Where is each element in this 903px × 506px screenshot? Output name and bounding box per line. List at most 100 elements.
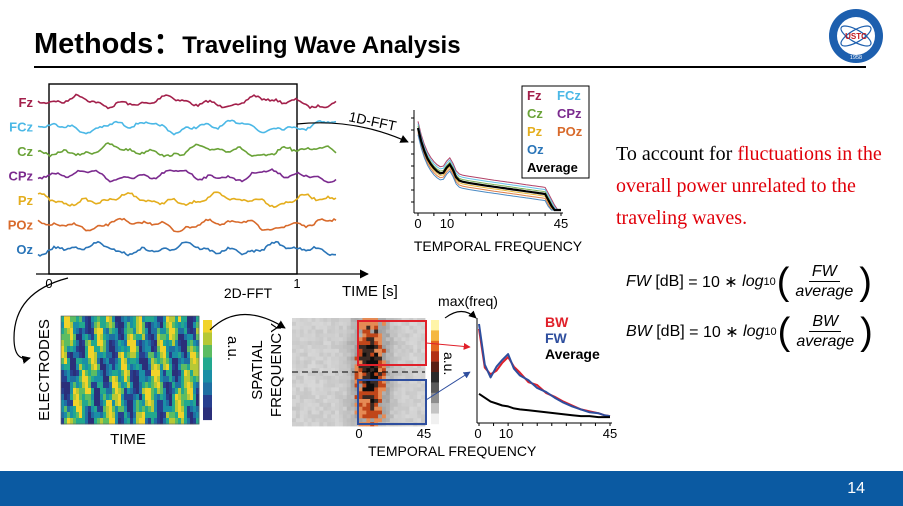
spectrum2d-heatmap-cell xyxy=(381,321,387,327)
electrode-heatmap-cell xyxy=(118,388,122,395)
spectrum2d-heatmap-cell xyxy=(366,352,371,357)
electrode-heatmap-cell xyxy=(61,322,65,329)
electrode-heatmap-cell xyxy=(109,346,113,353)
spectrum1d-tick-0: 0 xyxy=(414,216,421,231)
spectrum2d-heatmap-cell xyxy=(417,395,422,400)
spectrum2d-heatmap-cell xyxy=(358,402,363,408)
spectrum2d-heatmap-cell xyxy=(295,360,301,365)
spectrum2d-heatmap-cell xyxy=(405,360,410,365)
spectrum2d-heatmap-cell xyxy=(335,329,340,334)
spectrum2d-heatmap-cell xyxy=(366,410,371,415)
electrode-heatmap-cell xyxy=(169,382,173,389)
spectrum2d-heatmap-cell xyxy=(303,387,309,392)
spectrum2d-heatmap-cell xyxy=(338,372,344,377)
spectrum2d-heatmap-cell xyxy=(307,352,312,357)
electrode-heatmap-cell xyxy=(76,400,80,407)
electrode-heatmap-cell xyxy=(148,376,152,383)
electrode-heatmap-cell xyxy=(142,418,146,425)
spectrum1d-tick-10: 10 xyxy=(440,216,454,231)
spectrum2d-heatmap-cell xyxy=(389,341,395,346)
electrode-heatmap-cell xyxy=(124,376,128,383)
electrode-heatmap-cell xyxy=(190,370,194,377)
electrode-heatmap-cell xyxy=(73,370,77,377)
spectrum2d-heatmap-cell xyxy=(389,360,395,365)
electrode-heatmap-cell xyxy=(64,388,68,395)
bw-eq-equals: = 10 ∗ xyxy=(689,323,739,341)
electrode-heatmap-cell xyxy=(148,406,152,413)
spectrum2d-heatmap-cell xyxy=(378,391,383,396)
spectrum2d-heatmap-cell xyxy=(319,375,324,381)
electrode-heatmap-cell xyxy=(70,388,74,395)
spectrum2d-heatmap-cell xyxy=(362,410,367,415)
electrode-heatmap-cell xyxy=(109,358,113,365)
spectrum2d-heatmap-cell xyxy=(370,406,375,411)
spectrum2d-tick-0: 0 xyxy=(355,426,362,441)
electrode-heatmap-cell xyxy=(181,328,185,335)
electrode-heatmap-cell xyxy=(70,334,74,341)
chart-line-fw xyxy=(478,323,611,418)
spectrum2d-heatmap-cell xyxy=(342,364,348,369)
spectrum2d-heatmap-cell xyxy=(303,422,309,427)
electrode-heatmap-cell xyxy=(88,382,92,389)
spectrum2d-heatmap-cell xyxy=(389,387,395,392)
electrode-heatmap-cell xyxy=(97,412,101,419)
electrode-heatmap-cell xyxy=(154,334,158,341)
spectrum2d-heatmap-cell xyxy=(385,414,391,419)
electrode-heatmap-cell xyxy=(118,328,122,335)
electrode-heatmap-cell xyxy=(79,418,83,425)
spectrum2d-heatmap-cell xyxy=(374,379,379,384)
spectrum2d-heatmap-cell xyxy=(374,356,379,361)
electrode-heatmap-cell xyxy=(166,418,170,425)
spectrum2d-heatmap-cell xyxy=(303,410,309,415)
electrode-heatmap-cell xyxy=(64,322,68,329)
spectrum2d-heatmap-cell xyxy=(381,387,387,392)
electrode-heatmap-cell xyxy=(70,418,74,425)
electrode-heatmap-cell xyxy=(103,334,107,341)
electrode-heatmap-cell xyxy=(181,376,185,383)
notes-lead: To account for xyxy=(616,143,738,165)
electrode-heatmap-cell xyxy=(139,322,143,329)
spectrum2d-heatmap-cell xyxy=(299,410,305,415)
spectrum2d-heatmap-cell xyxy=(311,352,316,357)
electrode-heatmap-cell xyxy=(148,340,152,347)
electrode-heatmap-cell xyxy=(181,400,185,407)
spectrum2d-heatmap-cell xyxy=(292,387,297,392)
spectrum2d-heatmap-cell xyxy=(342,422,348,427)
electrode-heatmap-cell xyxy=(151,346,155,353)
electrode-heatmap-cell xyxy=(169,334,173,341)
eeg-trace-cz xyxy=(37,142,337,158)
spectrum2d-heatmap-cell xyxy=(346,418,352,423)
electrode-heatmap-cell xyxy=(94,358,98,365)
electrode-heatmap-cell xyxy=(160,340,164,347)
electrode-heatmap-cell xyxy=(184,358,188,365)
electrode-heatmap-cell xyxy=(130,394,134,401)
spectrum2d-heatmap-cell xyxy=(389,364,395,369)
spectrum2d-heatmap-cell xyxy=(421,368,426,373)
spectrum2d-heatmap-cell xyxy=(366,329,371,334)
spectrum1d-ticks xyxy=(411,117,562,216)
electrode-heatmap-cell xyxy=(121,418,125,425)
electrode-heatmap-cell xyxy=(136,400,140,407)
spectrum2d-heatmap-cell xyxy=(335,395,340,400)
electrode-heatmap-cell xyxy=(172,340,176,347)
spectrum2d-heatmap-cell xyxy=(370,395,375,400)
spectrum2d-heatmap-cell xyxy=(381,375,387,381)
spectrum2d-heatmap-cell xyxy=(374,414,379,419)
spectrum2d-heatmap-cell xyxy=(421,402,426,408)
spectrum2d-heatmap-cell xyxy=(311,333,316,338)
electrode-heatmap-cell xyxy=(133,346,137,353)
electrode-heatmap-cell xyxy=(109,406,113,413)
spectrum2d-heatmap-cell xyxy=(346,352,352,357)
spectrum2d-heatmap-cell xyxy=(323,318,328,323)
electrode-heatmap-cell xyxy=(64,352,68,359)
spectrum2d-heatmap-cell xyxy=(323,333,328,338)
spectrum2d-heatmap-cell xyxy=(315,402,320,408)
spectrum2d-heatmap-cell xyxy=(292,364,297,369)
electrode-heatmap-cell xyxy=(106,340,110,347)
electrode-heatmap-cell xyxy=(172,370,176,377)
spectrum2d-heatmap-cell xyxy=(370,345,375,350)
spectrum2d-heatmap-cell xyxy=(354,325,359,330)
electrode-heatmap-cell xyxy=(133,328,137,335)
electrode-heatmap-cell xyxy=(178,364,182,371)
electrode-heatmap-cell xyxy=(127,364,131,371)
